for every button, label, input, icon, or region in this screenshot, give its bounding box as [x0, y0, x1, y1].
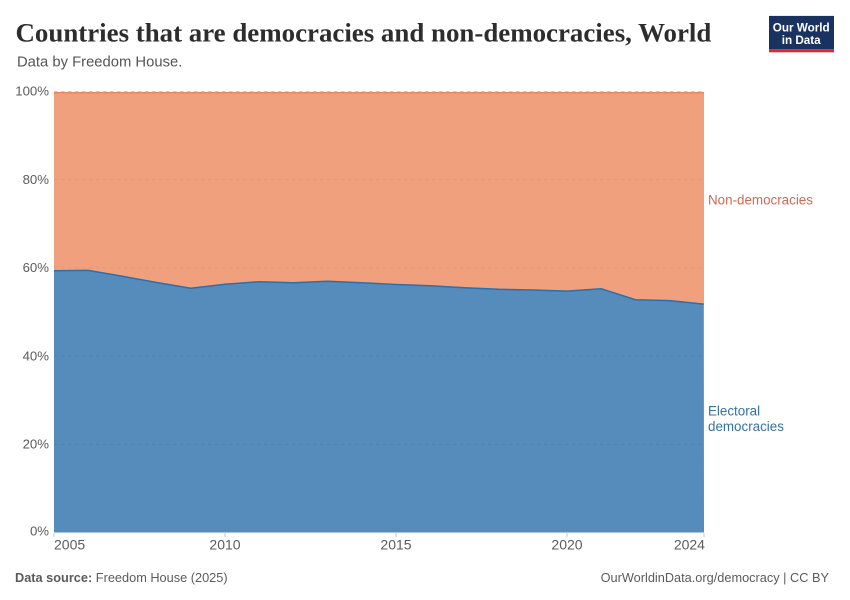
svg-text:2015: 2015: [380, 537, 411, 553]
svg-text:in Data: in Data: [782, 34, 821, 47]
svg-text:Countries that are democracies: Countries that are democracies and non-d…: [16, 17, 712, 47]
svg-text:OurWorldinData.org/democracy |: OurWorldinData.org/democracy | CC BY: [601, 570, 830, 585]
svg-text:2024: 2024: [674, 537, 705, 553]
svg-text:40%: 40%: [23, 348, 50, 363]
svg-text:Data by Freedom House.: Data by Freedom House.: [17, 55, 182, 71]
svg-text:Electoral: Electoral: [708, 404, 760, 419]
svg-text:2010: 2010: [209, 537, 240, 553]
svg-text:100%: 100%: [15, 84, 49, 99]
svg-text:0%: 0%: [30, 524, 49, 539]
svg-text:Our World: Our World: [773, 22, 830, 35]
svg-text:2020: 2020: [551, 537, 582, 553]
svg-text:80%: 80%: [23, 172, 50, 187]
svg-text:Data source: Freedom House (20: Data source: Freedom House (2025): [15, 570, 228, 585]
svg-text:Non-democracies: Non-democracies: [708, 193, 813, 208]
svg-text:democracies: democracies: [708, 419, 784, 434]
svg-text:20%: 20%: [23, 437, 50, 452]
svg-text:60%: 60%: [23, 260, 50, 275]
svg-text:2005: 2005: [54, 537, 85, 553]
